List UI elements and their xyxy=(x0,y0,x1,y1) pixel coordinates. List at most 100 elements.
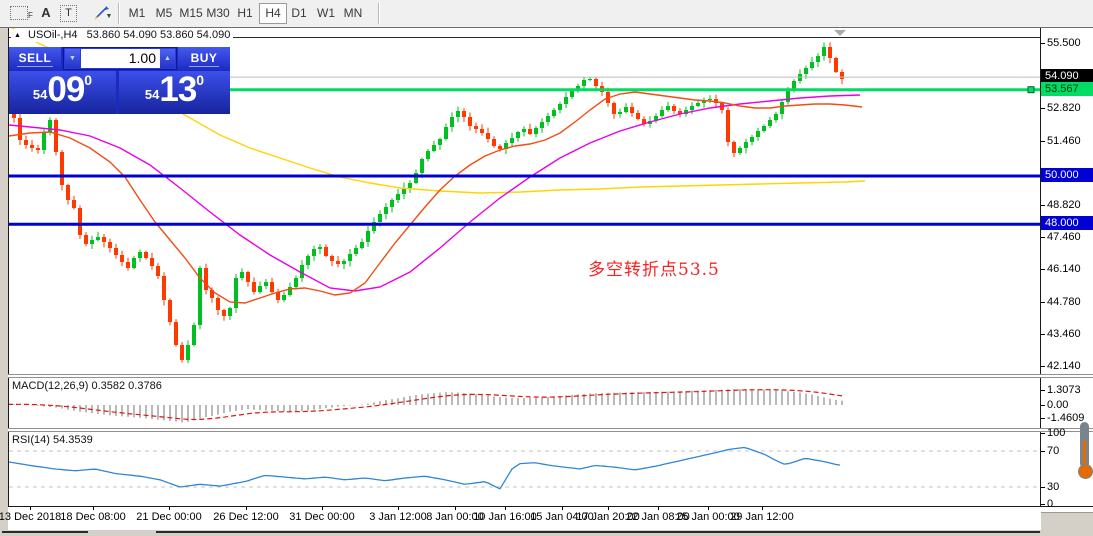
candle xyxy=(768,120,772,126)
date-label: 10 Jan 16:00 xyxy=(473,511,537,523)
candle xyxy=(186,345,190,360)
candle xyxy=(138,252,142,258)
macd-histogram xyxy=(13,389,843,423)
text-tool-icon[interactable]: T xyxy=(60,5,77,22)
candle xyxy=(444,127,448,139)
buy-price-button[interactable]: 54130 xyxy=(119,70,230,114)
symbol-timeframe-label: USOil-,H4 xyxy=(28,29,78,41)
candle xyxy=(834,58,838,72)
date-tick xyxy=(562,507,563,510)
chart-title: ▲ USOil-,H4 53.860 54.090 53.860 54.090 xyxy=(11,29,234,42)
price-tick xyxy=(1041,269,1045,270)
panel-separator[interactable] xyxy=(8,428,1093,432)
candle xyxy=(390,200,394,207)
candle xyxy=(462,111,466,117)
candle xyxy=(534,128,538,134)
candle xyxy=(558,104,562,110)
date-label: 8 Jan 00:00 xyxy=(426,511,484,523)
volume-input[interactable]: 1.00 xyxy=(81,49,160,68)
candle xyxy=(222,310,226,316)
cycle-arrows-icon[interactable] xyxy=(86,5,109,21)
macd-indicator-panel[interactable] xyxy=(9,378,1040,428)
candle xyxy=(324,247,328,256)
rsi-indicator-panel[interactable] xyxy=(9,432,1040,506)
candle xyxy=(774,114,778,120)
timeframe-button-H4[interactable]: H4 xyxy=(259,3,287,24)
date-label: 21 Dec 00:00 xyxy=(136,511,202,523)
date-tick xyxy=(762,507,763,510)
candle xyxy=(414,173,418,183)
candle xyxy=(546,116,550,122)
buy-price-whole: 54 xyxy=(144,87,160,102)
price-tick-label: 47.460 xyxy=(1047,231,1081,243)
candle xyxy=(378,214,382,222)
candle xyxy=(216,298,220,310)
timeframe-button-M1[interactable]: M1 xyxy=(128,6,146,20)
toolbar-separator xyxy=(118,3,120,24)
timeframe-button-D1[interactable]: D1 xyxy=(291,6,307,20)
candle xyxy=(684,110,688,114)
candle xyxy=(756,131,760,137)
axis-tick xyxy=(1041,451,1045,452)
timeframe-button-M5[interactable]: M5 xyxy=(155,6,173,20)
price-tick-label: 51.460 xyxy=(1047,135,1081,147)
axis-tick xyxy=(1041,405,1045,406)
candle xyxy=(744,142,748,148)
candle xyxy=(456,111,460,117)
date-tick xyxy=(169,507,170,510)
timeframe-button-M30[interactable]: M30 xyxy=(206,6,230,20)
buy-price-point: 0 xyxy=(196,72,205,88)
candle xyxy=(468,117,472,126)
date-tick xyxy=(505,507,506,510)
timeframe-button-W1[interactable]: W1 xyxy=(317,6,335,20)
buy-button[interactable]: BUY xyxy=(178,47,230,70)
macd-signal-line xyxy=(9,389,843,421)
candle xyxy=(660,110,664,116)
volume-increase-button[interactable]: ▲ xyxy=(160,49,175,68)
timeframe-button-MN[interactable]: MN xyxy=(343,6,363,20)
candle xyxy=(702,100,706,103)
candle xyxy=(696,103,700,106)
price-tick-label: 46.140 xyxy=(1047,263,1081,275)
candle xyxy=(240,272,244,278)
label-tool-icon[interactable]: A xyxy=(41,5,51,20)
dropdown-caret-icon[interactable]: ▼ xyxy=(105,13,113,20)
sell-price-button[interactable]: 54090 xyxy=(9,70,116,114)
axis-tick xyxy=(1041,433,1045,434)
candle xyxy=(300,265,304,278)
candle xyxy=(840,72,844,79)
candle xyxy=(60,152,64,185)
timeframe-button-M15[interactable]: M15 xyxy=(179,6,203,20)
thermometer-bulb xyxy=(1078,464,1093,479)
candle xyxy=(540,122,544,128)
candle xyxy=(270,282,274,292)
candle xyxy=(474,126,478,129)
candle xyxy=(816,56,820,62)
candle xyxy=(432,145,436,151)
price-tick xyxy=(1041,108,1045,109)
candle xyxy=(228,308,232,316)
candle xyxy=(522,129,526,132)
price-tick-label: 55.500 xyxy=(1047,37,1081,49)
sell-button[interactable]: SELL xyxy=(9,47,61,70)
bottom-strip xyxy=(0,530,1093,536)
candle xyxy=(102,237,106,242)
collapse-triangle-icon[interactable]: ▲ xyxy=(14,32,21,39)
grid-snap-icon[interactable] xyxy=(10,6,28,20)
candle xyxy=(588,79,592,80)
hline-price-badge: 53.567 xyxy=(1041,82,1093,96)
line-handle xyxy=(1027,86,1035,94)
candle xyxy=(762,126,766,131)
volume-decrease-button[interactable]: ▼ xyxy=(65,49,80,68)
date-tick xyxy=(708,507,709,510)
timeframe-button-H1[interactable]: H1 xyxy=(237,6,253,20)
candle xyxy=(72,200,76,208)
candle xyxy=(510,138,514,143)
date-tick xyxy=(93,507,94,510)
chart-text-annotation: 多空转折点53.5 xyxy=(588,260,720,280)
axis-tick-label: -1.4609 xyxy=(1047,412,1085,424)
panel-separator[interactable] xyxy=(8,374,1093,378)
candle xyxy=(828,47,832,58)
thermometer-fill xyxy=(1083,440,1086,466)
price-tick-label: 43.460 xyxy=(1047,328,1081,340)
